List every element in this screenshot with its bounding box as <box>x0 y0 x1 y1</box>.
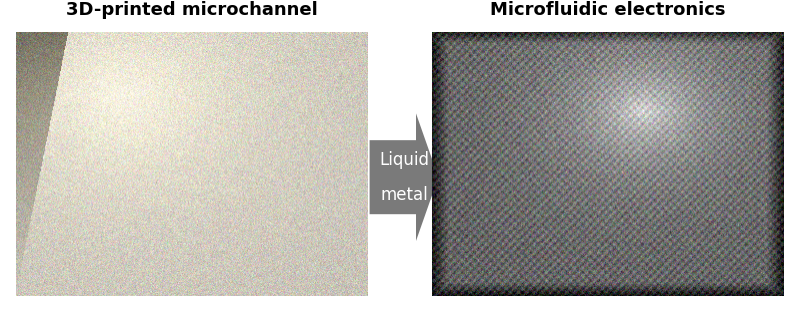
Text: 3D-printed microchannel: 3D-printed microchannel <box>66 1 318 19</box>
Polygon shape <box>370 113 438 241</box>
Text: metal: metal <box>380 186 428 203</box>
Text: Microfluidic electronics: Microfluidic electronics <box>490 1 726 19</box>
Text: Liquid: Liquid <box>379 151 429 169</box>
